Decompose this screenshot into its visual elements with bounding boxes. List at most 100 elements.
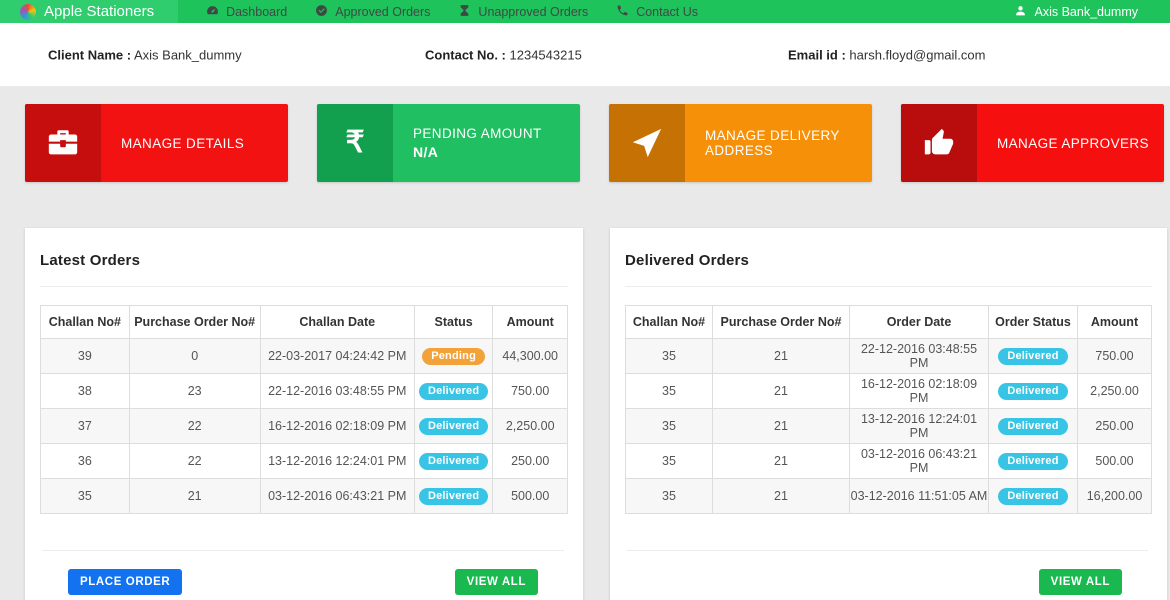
table-cell: 21 <box>128 478 261 514</box>
table-cell: 35 <box>625 338 713 374</box>
client-info-bar: Client Name : Axis Bank_dummy Contact No… <box>0 23 1170 86</box>
table-row: 35 21 16-12-2016 02:18:09 PM Delivered 2,250… <box>625 373 1152 409</box>
table-cell: 21 <box>712 338 850 374</box>
navbar-brand[interactable]: Apple Stationers <box>0 0 179 23</box>
table-cell: 37 <box>40 408 130 444</box>
status-badge: Delivered <box>418 452 489 470</box>
nav-item-dashboard[interactable]: Dashboard <box>206 0 287 23</box>
brand-label: Apple Stationers <box>44 3 155 20</box>
email-id: Email id : harsh.floyd@gmail.com <box>788 47 985 62</box>
table-row: 35 21 03-12-2016 06:43:21 PM Delivered 500.0… <box>625 443 1152 479</box>
table-cell: 39 <box>40 338 130 374</box>
delivered-orders-panel: Delivered Orders Challan No# Purchase Ord… <box>610 228 1167 600</box>
status-badge: Delivered <box>418 382 489 400</box>
table-header-row: Challan No# Purchase Order No# Challan Dat… <box>40 305 568 339</box>
check-circle-icon <box>315 4 328 20</box>
view-all-delivered-button[interactable]: VIEW ALL <box>1038 569 1122 595</box>
table-row: 35 21 13-12-2016 12:24:01 PM Delivered 250.0… <box>625 408 1152 444</box>
table-cell: 21 <box>712 478 850 514</box>
column-header: Challan No# <box>625 305 713 339</box>
status-cell: Delivered <box>988 408 1078 444</box>
pending-amount-value: N/A <box>413 144 439 160</box>
table-cell: 750.00 <box>1077 338 1152 374</box>
contact-number: Contact No. : 1234543215 <box>425 47 582 62</box>
divider <box>40 286 568 287</box>
table-cell: 22 <box>128 443 261 479</box>
table-cell: 35 <box>625 443 713 479</box>
panel-title: Latest Orders <box>40 252 141 269</box>
table-cell: 22 <box>128 408 261 444</box>
contact-number-label: Contact No. : <box>425 47 506 62</box>
table-cell: 03-12-2016 06:43:21 PM <box>259 478 415 514</box>
status-cell: Delivered <box>413 443 494 479</box>
divider <box>627 550 1148 551</box>
table-cell: 35 <box>625 478 713 514</box>
manage-details-card[interactable]: MANAGE DETAILS <box>25 104 288 182</box>
status-cell: Delivered <box>413 408 494 444</box>
column-header: Amount <box>1077 305 1152 339</box>
nav-item-label: Unapproved Orders <box>478 4 589 19</box>
column-header: Challan Date <box>259 305 415 339</box>
table-cell: 44,300.00 <box>492 338 568 374</box>
table-cell: 35 <box>625 408 713 444</box>
view-all-latest-button[interactable]: VIEW ALL <box>454 569 538 595</box>
status-badge: Delivered <box>998 382 1068 400</box>
divider <box>625 286 1152 287</box>
column-header: Purchase Order No# <box>128 305 261 339</box>
table-cell: 16,200.00 <box>1077 478 1152 514</box>
rupee-icon: ₹ <box>317 104 393 182</box>
card-title: MANAGE DELIVERY ADDRESS <box>705 128 840 158</box>
table-cell: 36 <box>40 443 130 479</box>
table-row: 35 21 22-12-2016 03:48:55 PM Delivered 750.0… <box>625 338 1152 374</box>
divider <box>42 550 564 551</box>
table-row: 38 23 22-12-2016 03:48:55 PM Delivered 750.0… <box>40 373 568 409</box>
card-title: MANAGE DETAILS <box>121 135 245 151</box>
table-row: 35 21 03-12-2016 11:51:05 AM Delivered 16,20… <box>625 478 1152 514</box>
column-header: Status <box>413 305 494 339</box>
nav-item-label: Dashboard <box>226 4 288 19</box>
nav-item-unapproved-orders[interactable]: Unapproved Orders <box>458 0 588 23</box>
status-cell: Delivered <box>413 478 494 514</box>
table-cell: 35 <box>625 373 713 409</box>
table-row: 39 0 22-03-2017 04:24:42 PM Pending 44,300.0… <box>40 338 568 374</box>
status-cell: Delivered <box>988 373 1078 409</box>
card-title: MANAGE APPROVERS <box>997 135 1149 151</box>
pending-amount-card[interactable]: ₹ PENDING AMOUNT N/A <box>317 104 580 182</box>
latest-orders-panel: Latest Orders Challan No# Purchase Order … <box>25 228 583 600</box>
table-cell: 22-03-2017 04:24:42 PM <box>259 338 415 374</box>
table-cell: 2,250.00 <box>1077 373 1152 409</box>
table-cell: 22-12-2016 03:48:55 PM <box>259 373 415 409</box>
status-badge: Delivered <box>998 417 1068 435</box>
client-name: Client Name : Axis Bank_dummy <box>48 47 242 62</box>
top-navbar: Apple Stationers Dashboard Approved Orde… <box>0 0 1170 23</box>
table-row: 37 22 16-12-2016 02:18:09 PM Delivered 2,250… <box>40 408 568 444</box>
place-order-button[interactable]: PLACE ORDER <box>68 569 183 595</box>
manage-delivery-address-card[interactable]: MANAGE DELIVERY ADDRESS <box>609 104 872 182</box>
manage-approvers-card[interactable]: MANAGE APPROVERS <box>901 104 1164 182</box>
table-cell: 500.00 <box>1077 443 1152 479</box>
table-cell: 250.00 <box>1077 408 1152 444</box>
table-cell: 13-12-2016 12:24:01 PM <box>849 408 989 444</box>
table-row: 36 22 13-12-2016 12:24:01 PM Delivered 250.0… <box>40 443 568 479</box>
status-badge: Delivered <box>998 452 1068 470</box>
status-badge: Delivered <box>998 347 1068 365</box>
table-cell: 250.00 <box>492 443 568 479</box>
action-cards: MANAGE DETAILS ₹ PENDING AMOUNT N/A MANA… <box>25 104 1170 182</box>
delivered-orders-table: Challan No# Purchase Order No# Order Date O… <box>625 305 1152 514</box>
navbar-user[interactable]: Axis Bank_dummy <box>1014 0 1138 23</box>
nav-item-contact-us[interactable]: Contact Us <box>616 0 698 23</box>
table-row: 35 21 03-12-2016 06:43:21 PM Delivered 500.0… <box>40 478 568 514</box>
client-name-label: Client Name : <box>48 47 132 62</box>
latest-orders-table: Challan No# Purchase Order No# Challan Dat… <box>40 305 568 514</box>
table-cell: 0 <box>128 338 261 374</box>
status-cell: Delivered <box>413 373 494 409</box>
hourglass-icon <box>458 4 471 20</box>
table-cell: 03-12-2016 11:51:05 AM <box>849 478 989 514</box>
status-badge: Delivered <box>418 417 489 435</box>
user-icon <box>1014 4 1027 20</box>
phone-icon <box>616 4 629 20</box>
nav-item-approved-orders[interactable]: Approved Orders <box>315 0 430 23</box>
navbar-user-label: Axis Bank_dummy <box>1034 4 1138 19</box>
column-header: Order Status <box>988 305 1078 339</box>
